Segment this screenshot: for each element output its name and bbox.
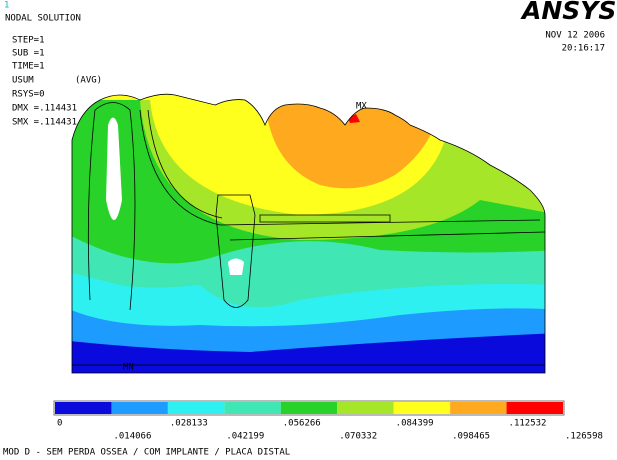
footer: MOD D - SEM PERDA OSSEA / COM IMPLANTE /… xyxy=(3,448,290,458)
legend-swatch xyxy=(337,402,394,414)
legend-swatch xyxy=(224,402,281,414)
legend-frame xyxy=(53,400,565,416)
legend-label: .028133 xyxy=(170,419,208,429)
step: STEP=1 xyxy=(12,36,45,46)
legend-label: .098465 xyxy=(452,432,490,442)
legend-label: .084399 xyxy=(396,419,434,429)
sub: SUB =1 xyxy=(12,49,45,59)
legend-swatch xyxy=(506,402,563,414)
legend xyxy=(53,400,565,416)
smx: SMX =.114431 xyxy=(12,118,77,128)
legend-swatch xyxy=(393,402,451,414)
legend-label: .070332 xyxy=(339,432,377,442)
legend-label: 0 xyxy=(57,419,62,429)
dmx: DMX =.114431 xyxy=(12,104,77,114)
date: NOV 12 2006 xyxy=(545,31,605,41)
result: USUM xyxy=(12,76,34,86)
avg: (AVG) xyxy=(75,76,102,86)
time: TIME=1 xyxy=(12,62,45,72)
geometry-outline xyxy=(71,93,546,374)
legend-swatch xyxy=(55,402,112,414)
legend-swatch xyxy=(280,402,338,414)
min-label: MN xyxy=(123,363,134,373)
legend-label: .014066 xyxy=(113,432,151,442)
rsys: RSYS=0 xyxy=(12,90,45,100)
legend-label: .042199 xyxy=(226,432,264,442)
legend-label: .112532 xyxy=(509,419,547,429)
max-region xyxy=(348,114,360,123)
window-number: 1 xyxy=(4,1,9,11)
title: NODAL SOLUTION xyxy=(5,14,81,24)
legend-swatch xyxy=(450,402,507,414)
band xyxy=(72,333,545,373)
band xyxy=(265,100,440,189)
cavity xyxy=(106,117,122,220)
logo: ANSYS xyxy=(520,0,616,25)
legend-swatch xyxy=(167,402,225,414)
cavity xyxy=(228,258,244,275)
legend-label: .126598 xyxy=(565,432,603,442)
legend-label: .056266 xyxy=(283,419,321,429)
max-label: MX xyxy=(356,102,367,112)
legend-swatch xyxy=(111,402,168,414)
clock: 20:16:17 xyxy=(562,44,605,54)
